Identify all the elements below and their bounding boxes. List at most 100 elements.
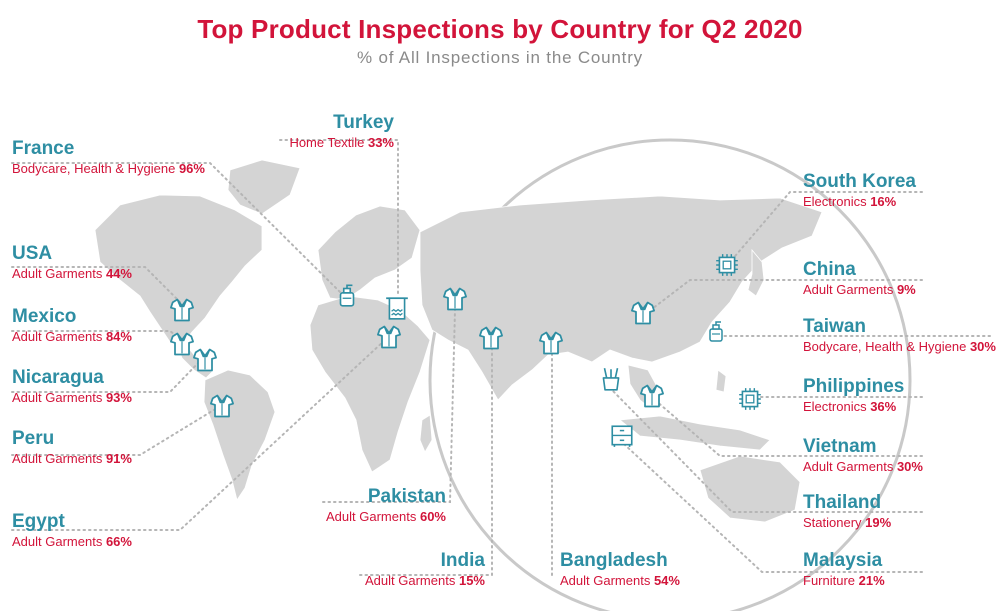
label-china: China Adult Garments 9% xyxy=(803,259,916,299)
country-name: Peru xyxy=(12,428,55,449)
category-text: Adult Garments xyxy=(560,573,651,588)
percent-value: 19% xyxy=(865,515,892,530)
category-line: Stationery 19% xyxy=(803,514,891,532)
percent-value: 44% xyxy=(105,266,132,281)
category-line: Electronics 16% xyxy=(803,193,916,211)
category-line: Bodycare, Health & Hygiene 30% xyxy=(803,338,996,356)
country-name: Malaysia xyxy=(803,550,883,571)
country-name: China xyxy=(803,259,856,280)
leader-thailand xyxy=(611,389,923,513)
label-south-korea: South Korea Electronics 16% xyxy=(803,171,916,211)
percent-value: 30% xyxy=(896,459,923,474)
category-text: Bodycare, Health & Hygiene xyxy=(12,161,176,176)
country-name: Vietnam xyxy=(803,436,877,457)
label-pakistan: Pakistan Adult Garments 60% xyxy=(300,486,446,526)
category-line: Adult Garments 30% xyxy=(803,458,923,476)
category-text: Adult Garments xyxy=(803,459,894,474)
percent-value: 36% xyxy=(870,399,897,414)
label-turkey: Turkey Home Textile 33% xyxy=(230,112,394,152)
percent-value: 54% xyxy=(653,573,680,588)
landmass-group xyxy=(94,159,823,523)
category-line: Adult Garments 66% xyxy=(12,533,132,551)
category-text: Adult Garments xyxy=(365,573,456,588)
label-egypt: Egypt Adult Garments 66% xyxy=(12,511,132,551)
towel-icon xyxy=(385,297,409,320)
label-thailand: Thailand Stationery 19% xyxy=(803,492,891,532)
europe xyxy=(317,205,421,301)
philippines-islands xyxy=(715,369,727,393)
category-text: Electronics xyxy=(803,399,867,414)
country-name: USA xyxy=(12,243,53,264)
label-vietnam: Vietnam Adult Garments 30% xyxy=(803,436,923,476)
south-america xyxy=(203,369,276,501)
leader-south-korea xyxy=(729,191,923,263)
percent-value: 15% xyxy=(458,573,485,588)
leader-lines xyxy=(11,139,991,576)
label-peru: Peru Adult Garments 91% xyxy=(12,428,132,468)
country-name: Egypt xyxy=(12,511,65,532)
country-name: Turkey xyxy=(333,112,394,133)
page-title: Top Product Inspections by Country for Q… xyxy=(197,14,803,44)
country-name: France xyxy=(12,138,75,159)
label-malaysia: Malaysia Furniture 21% xyxy=(803,550,885,590)
label-bangladesh: Bangladesh Adult Garments 54% xyxy=(560,550,680,590)
category-line: Adult Garments 54% xyxy=(560,572,680,590)
country-name: Philippines xyxy=(803,376,905,397)
country-name: Bangladesh xyxy=(560,550,668,571)
category-line: Adult Garments 9% xyxy=(803,281,916,299)
country-name: Pakistan xyxy=(367,486,446,507)
leader-india xyxy=(359,344,493,576)
category-text: Adult Garments xyxy=(12,451,103,466)
percent-value: 33% xyxy=(367,135,394,150)
percent-value: 93% xyxy=(105,390,132,405)
pencil-cup-icon xyxy=(602,367,620,391)
category-text: Adult Garments xyxy=(12,534,103,549)
label-usa: USA Adult Garments 44% xyxy=(12,243,132,283)
percent-value: 16% xyxy=(870,194,897,209)
country-name: Mexico xyxy=(12,306,77,327)
country-name: South Korea xyxy=(803,171,916,192)
leader-peru xyxy=(11,404,223,456)
percent-value: 66% xyxy=(105,534,132,549)
category-line: Adult Garments 93% xyxy=(12,389,132,407)
country-name: Nicaragua xyxy=(12,367,104,388)
leader-vietnam xyxy=(654,399,923,457)
category-line: Adult Garments 91% xyxy=(12,450,132,468)
label-mexico: Mexico Adult Garments 84% xyxy=(12,306,132,346)
category-line: Adult Garments 84% xyxy=(12,328,132,346)
category-line: Furniture 21% xyxy=(803,572,885,590)
category-text: Electronics xyxy=(803,194,867,209)
label-philippines: Philippines Electronics 36% xyxy=(803,376,904,416)
category-text: Furniture xyxy=(803,573,856,588)
chip-icon xyxy=(715,253,739,277)
leader-egypt xyxy=(11,339,386,531)
percent-value: 21% xyxy=(858,573,885,588)
page-subtitle: % of All Inspections in the Country xyxy=(357,48,643,67)
category-text: Adult Garments xyxy=(12,329,103,344)
label-nicaragua: Nicaragua Adult Garments 93% xyxy=(12,367,132,407)
category-line: Adult Garments 60% xyxy=(300,508,446,526)
leader-turkey xyxy=(279,139,399,296)
category-text: Adult Garments xyxy=(803,282,894,297)
cabinet-icon xyxy=(611,425,633,448)
leader-malaysia xyxy=(624,444,923,573)
shirt-icon xyxy=(193,348,217,372)
percent-value: 84% xyxy=(105,329,132,344)
madagascar xyxy=(419,414,433,453)
leader-pakistan xyxy=(322,309,456,503)
category-line: Adult Garments 15% xyxy=(340,572,485,590)
country-name: India xyxy=(440,550,485,571)
category-text: Bodycare, Health & Hygiene xyxy=(803,339,967,354)
chip-icon xyxy=(738,387,762,411)
category-text: Adult Garments xyxy=(12,390,103,405)
category-line: Adult Garments 44% xyxy=(12,265,132,283)
leader-usa xyxy=(11,266,181,303)
percent-value: 30% xyxy=(969,339,996,354)
label-india: India Adult Garments 15% xyxy=(340,550,485,590)
country-name: Thailand xyxy=(803,492,882,513)
greenland xyxy=(227,159,301,215)
category-line: Electronics 36% xyxy=(803,398,904,416)
percent-value: 9% xyxy=(896,282,916,297)
category-text: Adult Garments xyxy=(12,266,103,281)
